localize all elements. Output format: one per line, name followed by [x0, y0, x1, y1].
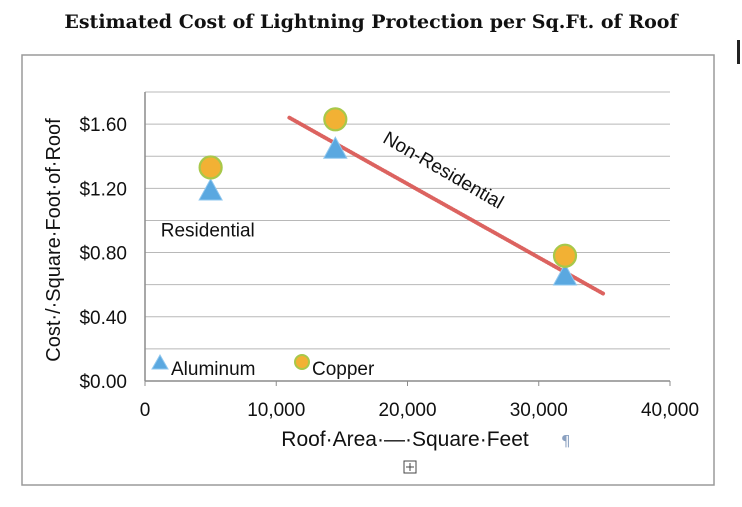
y-tick-label: $0.80: [79, 244, 127, 265]
legend: Aluminum Copper: [151, 353, 375, 380]
legend-aluminum-label: Aluminum: [171, 359, 255, 380]
copper-point: [323, 107, 348, 132]
x-tick-label: 30,000: [510, 400, 568, 421]
trendline-group: [287, 115, 607, 297]
x-tick-label: 0: [140, 400, 151, 421]
y-axis-label: Cost·/·Square·Foot·of·Roof: [43, 118, 65, 362]
axes: [144, 92, 671, 386]
table-anchor-icon: [403, 460, 417, 474]
chart-frame: [21, 54, 715, 486]
annotation-label: Residential: [161, 221, 255, 242]
aluminum-point: [552, 262, 578, 286]
data-points: [198, 107, 578, 286]
legend-copper-icon: [294, 354, 310, 370]
y-tick-label: $0.40: [79, 308, 127, 329]
y-tick-label: $0.00: [79, 372, 127, 393]
tick-labels: 0 10,000 20,000 30,000 40,000 $0.00 $0.40 $0.80…: [79, 115, 699, 421]
copper-point: [552, 243, 578, 268]
legend-copper-label: Copper: [312, 359, 375, 380]
x-axis-label: Roof·Area·—·Square·Feet: [281, 428, 529, 451]
trendline: [287, 115, 607, 297]
copper-point: [198, 155, 223, 180]
y-tick-label: $1.60: [79, 115, 127, 136]
y-tick-label: $1.20: [79, 179, 127, 200]
aluminum-point: [198, 177, 223, 201]
x-tick-label: 20,000: [378, 400, 436, 421]
legend-aluminum-icon: [151, 353, 169, 370]
chart-title: Estimated Cost of Lightning Protection p…: [64, 11, 678, 33]
grid: [145, 91, 670, 350]
pilcrow-mark: ¶: [561, 432, 571, 450]
aluminum-point: [322, 136, 348, 159]
cropped-edge-marker: [737, 40, 740, 64]
x-tick-label: 10,000: [247, 400, 305, 421]
x-tick-label: 40,000: [641, 400, 699, 421]
